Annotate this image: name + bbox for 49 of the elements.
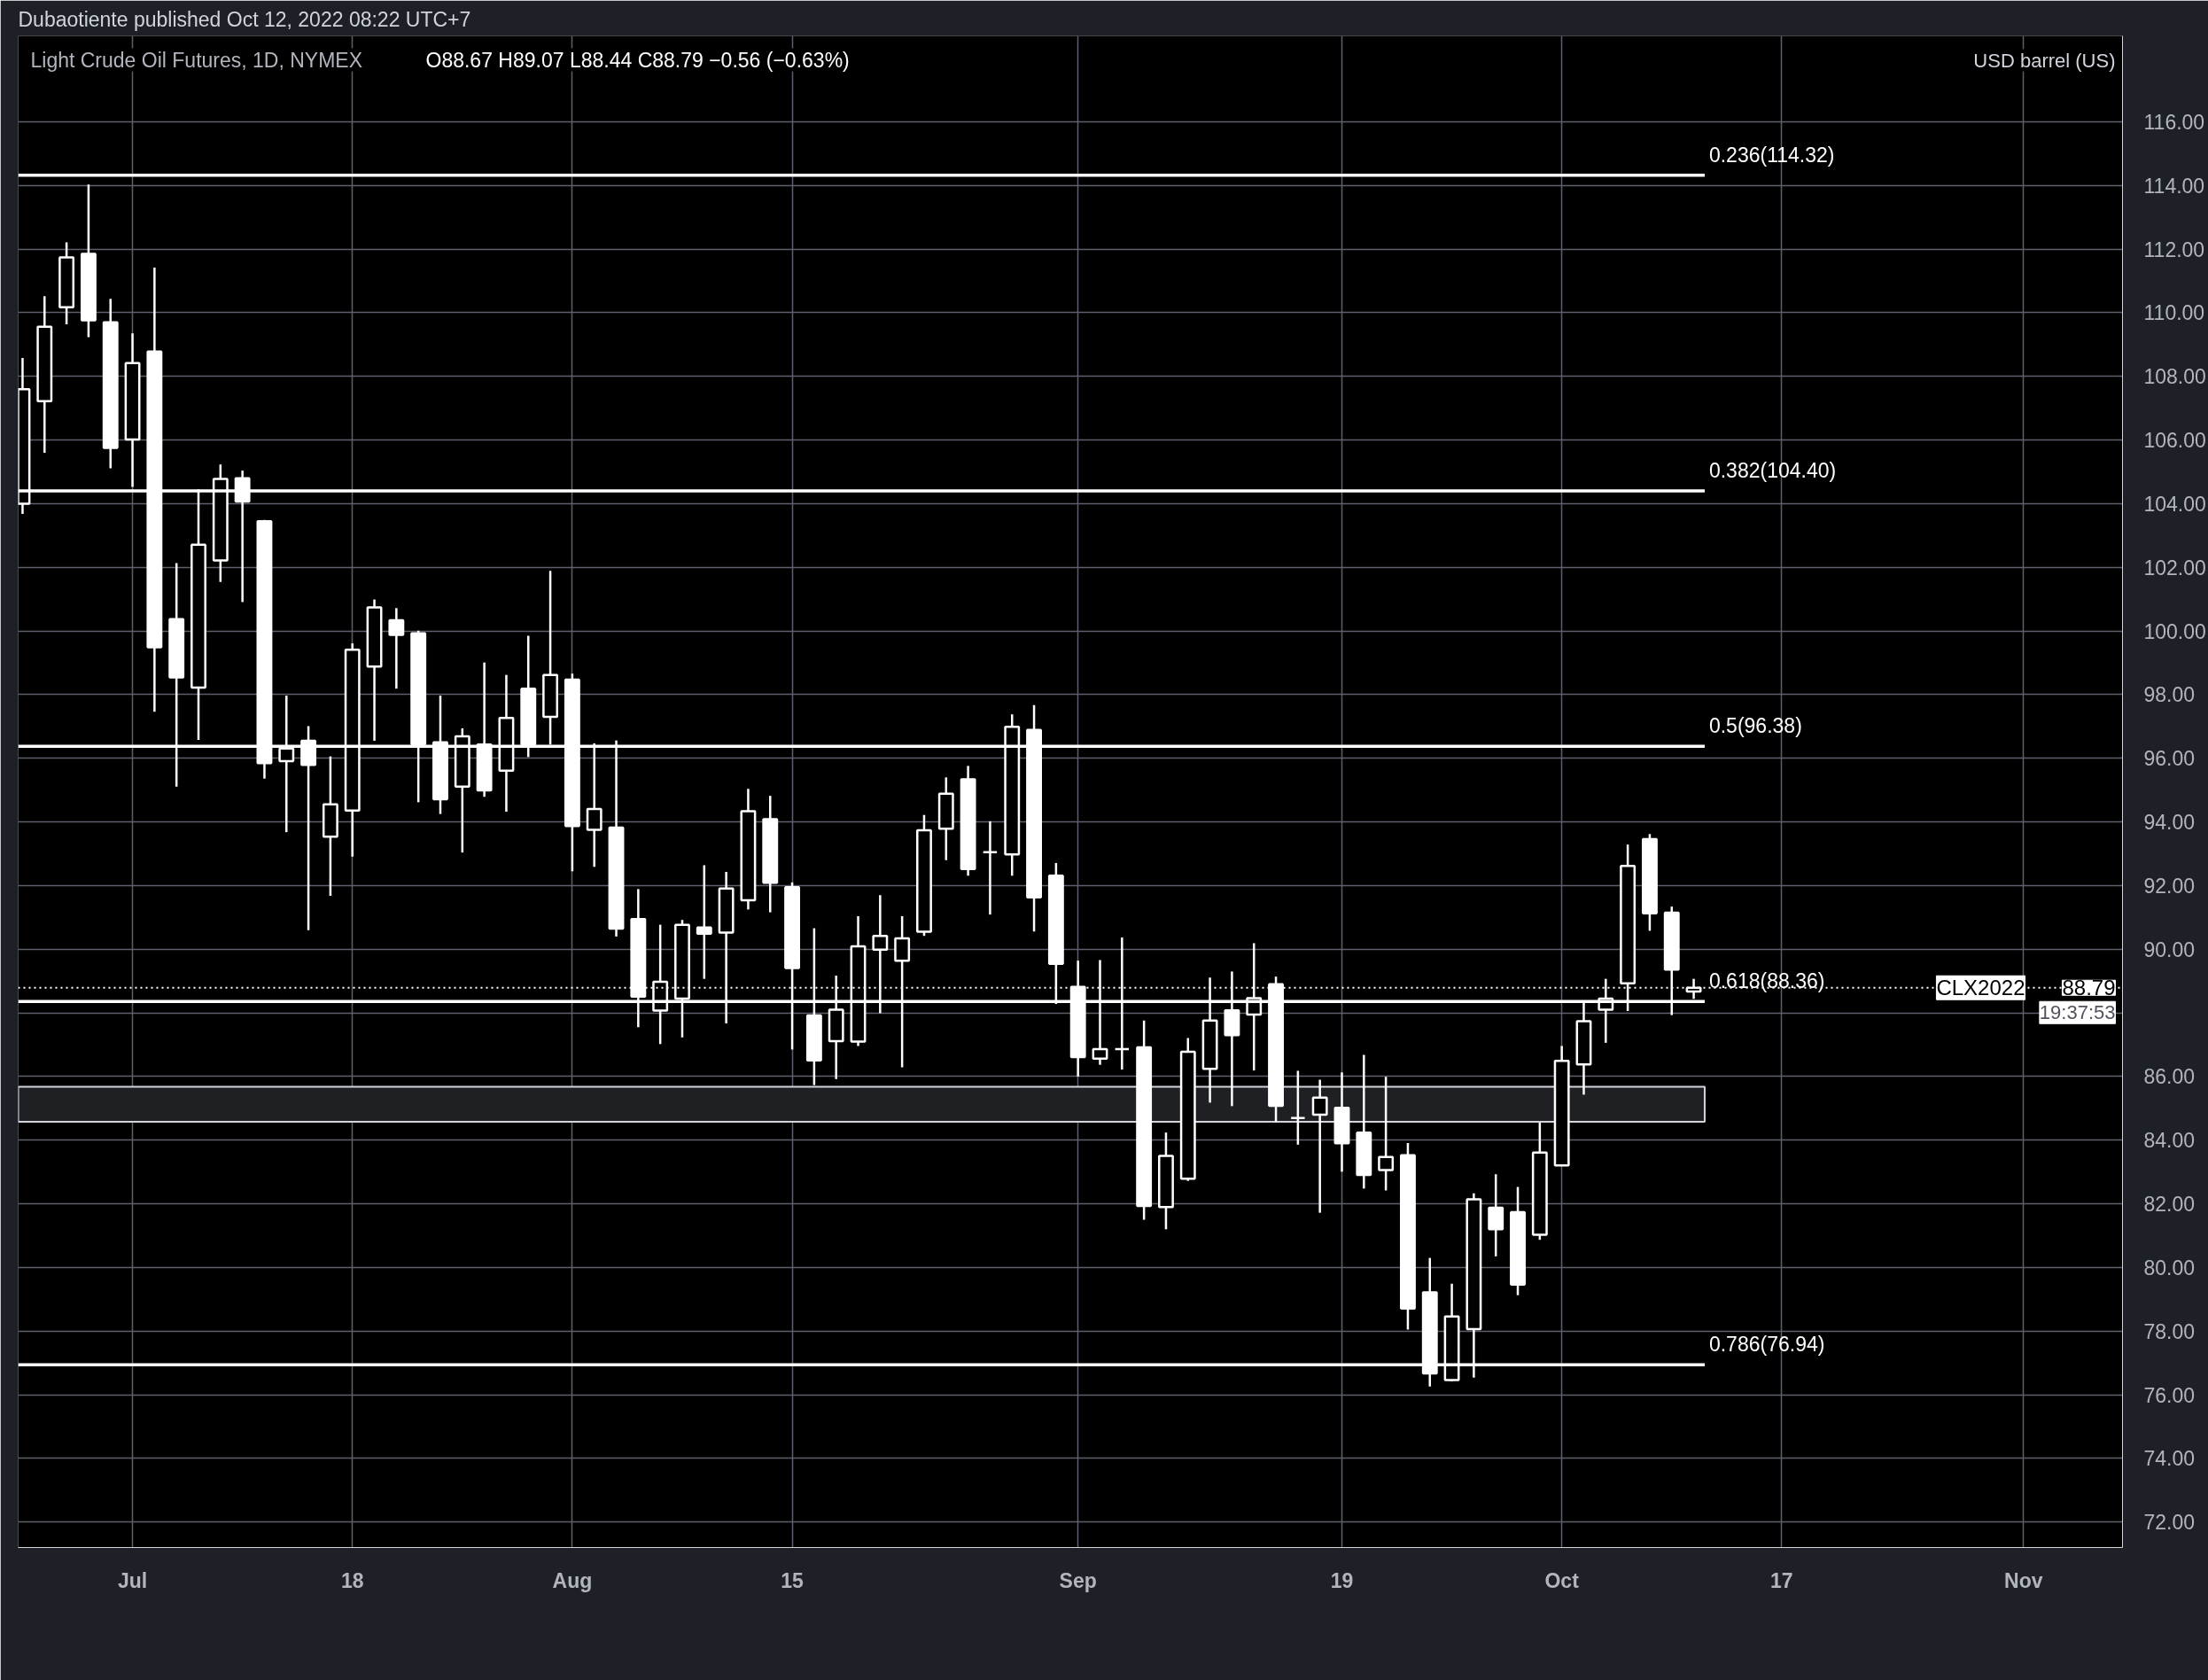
- y-tick-label: 76.00: [2143, 1383, 2196, 1407]
- x-tick-label: 19: [1330, 1568, 1354, 1592]
- y-tick-label: 84.00: [2143, 1129, 2196, 1153]
- text: Dubaotiente published Oct 12, 2022 08:22 UTC+7: [18, 7, 471, 31]
- y-tick-label: 92.00: [2143, 874, 2196, 898]
- x-tick-label: 15: [781, 1568, 805, 1592]
- y-tick-label: 90.00: [2143, 937, 2196, 961]
- candlestick: [696, 864, 712, 980]
- annotation: 88.79: [2062, 976, 2116, 1000]
- y-tick-label: 72.00: [2143, 1511, 2196, 1535]
- candlestick: [388, 607, 405, 690]
- candlestick: [982, 820, 999, 916]
- text: O88.67 H89.07 L88.44 C88.79 −0.56 (−0.63%): [425, 48, 850, 72]
- x-tick-label: Oct: [1544, 1568, 1580, 1592]
- y-tick-label: 80.00: [2143, 1256, 2196, 1279]
- y-tick-label: 82.00: [2143, 1193, 2196, 1217]
- y-tick-label: 102.00: [2143, 556, 2206, 579]
- y-tick-label: 86.00: [2143, 1065, 2196, 1089]
- candlestick: [1311, 1078, 1328, 1214]
- y-tick-label: 100.00: [2143, 619, 2206, 643]
- annotation: 19:37:53: [2039, 1001, 2116, 1024]
- y-tick-label: 104.00: [2143, 492, 2206, 516]
- x-tick-label: Nov: [2004, 1568, 2043, 1592]
- x-tick-label: 18: [340, 1568, 364, 1592]
- y-tick-label: 112.00: [2143, 237, 2205, 261]
- y-tick-label: 74.00: [2143, 1447, 2196, 1471]
- ref-line-label: CLX2022: [1936, 976, 2025, 1000]
- ref-line-label: 0.786(76.94): [1708, 1333, 1825, 1357]
- y-tick-label: 108.00: [2143, 365, 2206, 389]
- x-tick-label: Jul: [117, 1568, 148, 1592]
- ref-line-label: 0.382(104.40): [1708, 459, 1837, 483]
- ref-line-label: 0.618(88.36): [1708, 969, 1825, 993]
- y-tick-label: 114.00: [2143, 174, 2205, 198]
- y-tick-label: 98.00: [2143, 683, 2196, 707]
- y-tick-label: 96.00: [2143, 747, 2196, 771]
- candlestick: [1378, 1076, 1395, 1192]
- y-tick-label: 78.00: [2143, 1319, 2196, 1343]
- y-tick-label: 106.00: [2143, 429, 2206, 453]
- ref-line-label: 0.236(114.32): [1708, 143, 1835, 167]
- y-tick-label: 116.00: [2143, 110, 2205, 134]
- ref-line-label: 0.5(96.38): [1708, 714, 1802, 738]
- x-tick-label: Sep: [1059, 1568, 1097, 1592]
- y-tick-label: 94.00: [2143, 811, 2196, 835]
- x-tick-label: 17: [1770, 1568, 1793, 1592]
- y-tick-label: 110.00: [2143, 301, 2205, 325]
- x-tick-label: Aug: [552, 1568, 593, 1592]
- y-axis-title: USD barrel (US): [1973, 49, 2116, 72]
- candlestick: [1289, 1069, 1306, 1147]
- text: Light Crude Oil Futures, 1D, NYMEX: [30, 48, 363, 72]
